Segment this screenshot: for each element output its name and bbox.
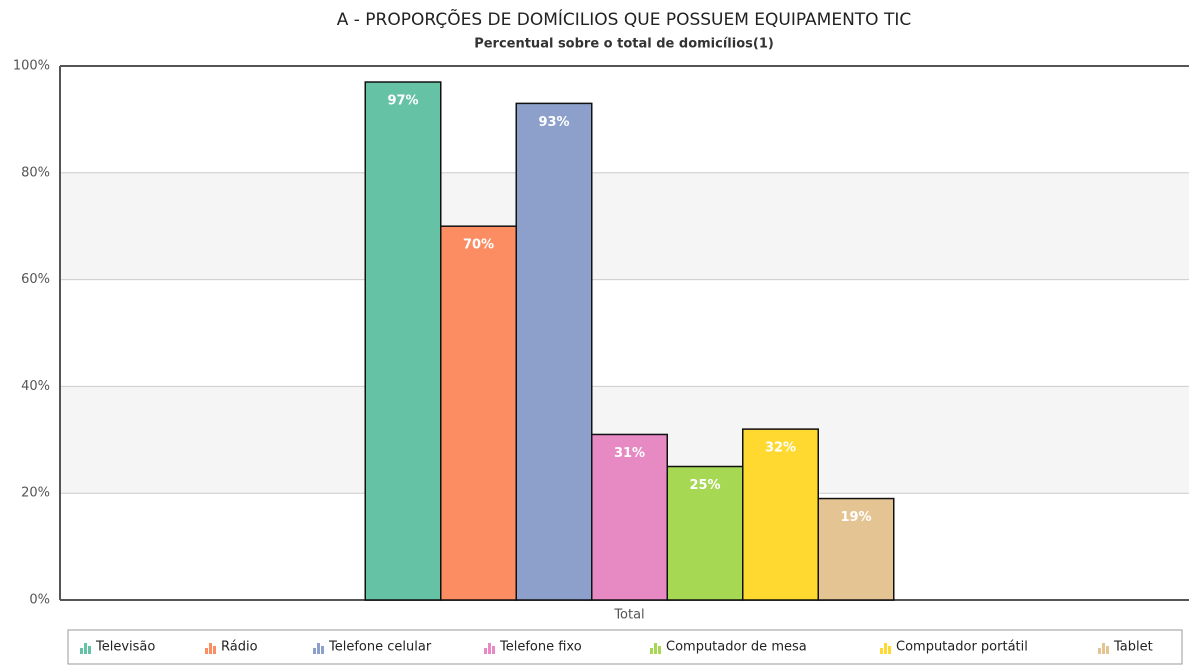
legend-icon xyxy=(484,648,487,654)
legend-icon xyxy=(650,648,653,654)
legend-icon xyxy=(209,643,212,654)
data-label: 93% xyxy=(538,115,569,130)
y-tick-label: 0% xyxy=(29,593,50,608)
data-label: 31% xyxy=(614,446,645,461)
legend-icon xyxy=(321,646,324,654)
bar xyxy=(817,497,895,601)
legend-icon xyxy=(1098,648,1101,654)
legend-icon xyxy=(658,646,661,654)
data-label: 32% xyxy=(765,441,796,456)
legend-label: Telefone fixo xyxy=(499,640,582,655)
legend-box xyxy=(67,629,1183,665)
bar xyxy=(515,102,593,601)
legend-icon xyxy=(1102,643,1105,654)
legend-icon xyxy=(213,646,216,654)
legend-label: Telefone celular xyxy=(328,640,432,655)
legend-label: Rádio xyxy=(221,640,258,655)
bar xyxy=(591,433,668,601)
y-tick-label: 60% xyxy=(21,272,50,287)
legend-icon xyxy=(492,646,495,654)
bar xyxy=(364,81,442,601)
chart-subtitle: Percentual sobre o total de domicílios(1… xyxy=(474,37,774,52)
data-label: 97% xyxy=(387,94,418,109)
data-label: 70% xyxy=(463,238,494,253)
x-tick-label: Total xyxy=(613,608,644,623)
legend-icon xyxy=(884,643,887,654)
legend-label: Tablet xyxy=(1113,640,1153,655)
y-tick-label: 80% xyxy=(21,165,50,180)
legend-label: Televisão xyxy=(95,640,155,655)
legend-icon xyxy=(80,648,83,654)
legend-icon xyxy=(317,643,320,654)
grid-band xyxy=(60,172,1189,280)
bar xyxy=(440,225,517,601)
legend-icon xyxy=(205,648,208,654)
legend-icon xyxy=(84,643,87,654)
legend-icon xyxy=(488,643,491,654)
legend-label: Computador portátil xyxy=(896,640,1028,655)
legend-icon xyxy=(1106,646,1109,654)
data-label: 19% xyxy=(840,510,871,525)
legend-icon xyxy=(888,646,891,654)
chart-title: A - PROPORÇÕES DE DOMÍCILIOS QUE POSSUEM… xyxy=(337,8,912,30)
legend-icon xyxy=(880,648,883,654)
bar xyxy=(666,465,744,601)
bar xyxy=(742,428,819,601)
y-tick-label: 20% xyxy=(21,486,50,501)
data-label: 25% xyxy=(689,478,720,493)
legend-icon xyxy=(88,646,91,654)
y-tick-label: 40% xyxy=(21,379,50,394)
legend-icon xyxy=(654,643,657,654)
legend-label: Computador de mesa xyxy=(666,640,807,655)
y-tick-label: 100% xyxy=(13,59,50,74)
legend-icon xyxy=(313,648,316,654)
